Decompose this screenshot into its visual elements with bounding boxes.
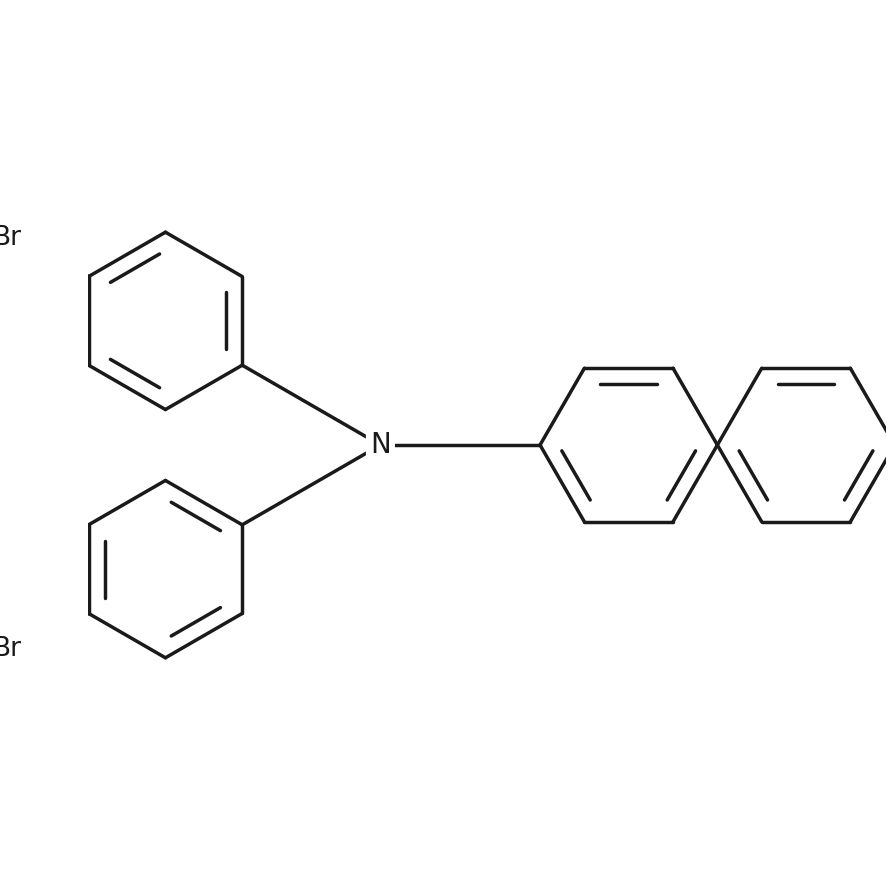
Text: Br: Br <box>0 225 21 251</box>
Text: Br: Br <box>0 636 21 662</box>
Text: N: N <box>370 431 391 459</box>
